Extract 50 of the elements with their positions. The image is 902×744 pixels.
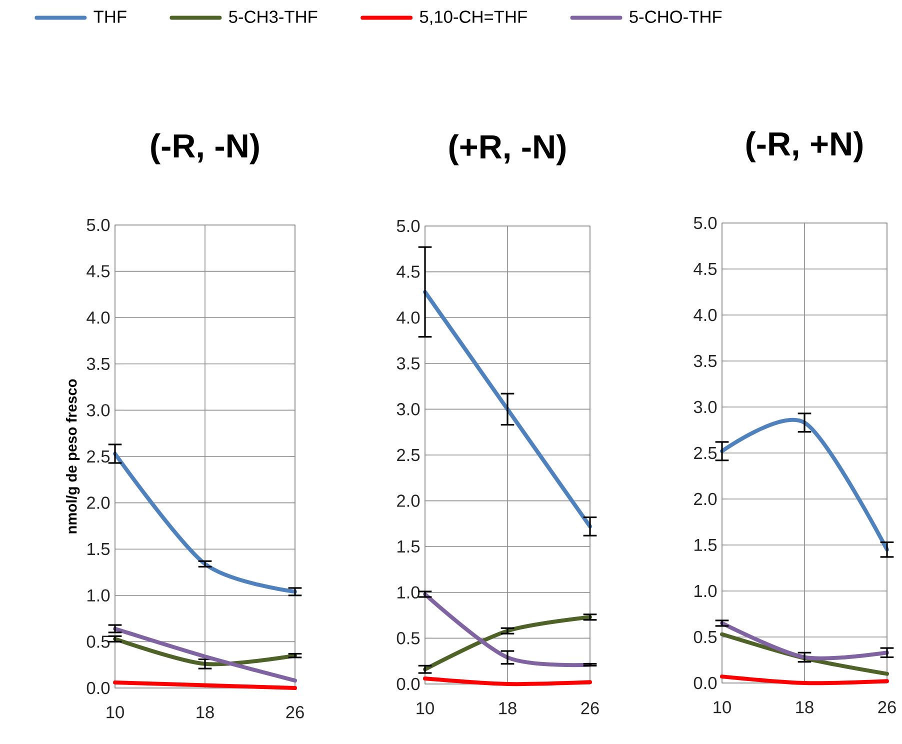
y-tick-label: 2.5	[397, 448, 420, 462]
y-tick-label: 0.0	[396, 678, 420, 690]
x-tick-label: 10	[714, 701, 731, 714]
y-tick-label: 1.0	[694, 584, 717, 598]
y-tick-label: 5.0	[694, 216, 717, 230]
y-tick-label: 0.0	[86, 682, 110, 694]
y-tick-label: 3.5	[396, 357, 420, 370]
y-tick-label: 3.5	[86, 358, 110, 370]
x-tick-label: 26	[581, 702, 599, 714]
y-tick-label: 3.0	[396, 403, 420, 416]
y-tick-label: 3.0	[86, 404, 110, 416]
x-tick-label: 18	[196, 706, 214, 718]
y-tick-label: 4.5	[396, 266, 420, 278]
y-tick-label: 4.0	[694, 308, 717, 322]
x-tick-label: 26	[878, 701, 896, 714]
y-tick-label: 2.5	[694, 446, 717, 460]
y-tick-label: 1.0	[398, 586, 420, 599]
y-tick-label: 4.5	[86, 265, 110, 278]
x-tick-label: 10	[416, 702, 434, 714]
y-tick-label: 2.5	[87, 450, 110, 463]
chart-title: (-R, +N)	[746, 131, 863, 162]
y-tick-label: 1.5	[88, 543, 110, 556]
x-tick-label: 18	[499, 702, 516, 714]
legend-label: 5-CH3-THF	[229, 10, 318, 23]
y-tick-label: 2.0	[87, 496, 110, 509]
y-tick-label: 5.0	[86, 218, 110, 232]
y-tick-label: 2.0	[694, 492, 717, 506]
y-tick-label: 5.0	[396, 220, 420, 232]
x-tick-label: 10	[106, 706, 124, 718]
x-tick-label: 26	[286, 706, 304, 718]
legend-label: THF	[94, 10, 126, 23]
y-tick-label: 1.5	[398, 540, 420, 553]
y-tick-label: 3.5	[694, 354, 717, 368]
y-tick-label: 4.0	[396, 311, 420, 324]
y-tick-label: 0.5	[694, 630, 717, 644]
y-tick-label: 0.0	[694, 676, 717, 690]
legend-label: 5,10-CH=THF	[420, 10, 527, 25]
chart-title: (+R, -N)	[449, 134, 566, 166]
chart-title: (-R, -N)	[151, 133, 259, 164]
y-tick-label: 4.0	[86, 311, 110, 324]
legend-label: 5-CHO-THF	[630, 10, 722, 23]
y-tick-label: 1.5	[694, 538, 717, 552]
y-tick-label: 3.0	[694, 400, 717, 414]
x-tick-label: 18	[796, 701, 814, 714]
y-tick-label: 0.5	[396, 632, 420, 644]
y-tick-label: 4.5	[694, 262, 717, 276]
y-tick-label: 0.5	[86, 636, 110, 648]
y-tick-label: 1.0	[88, 589, 110, 602]
y-tick-label: 2.0	[397, 494, 420, 507]
y-axis-title: nmol/g de peso fresco	[66, 379, 80, 534]
